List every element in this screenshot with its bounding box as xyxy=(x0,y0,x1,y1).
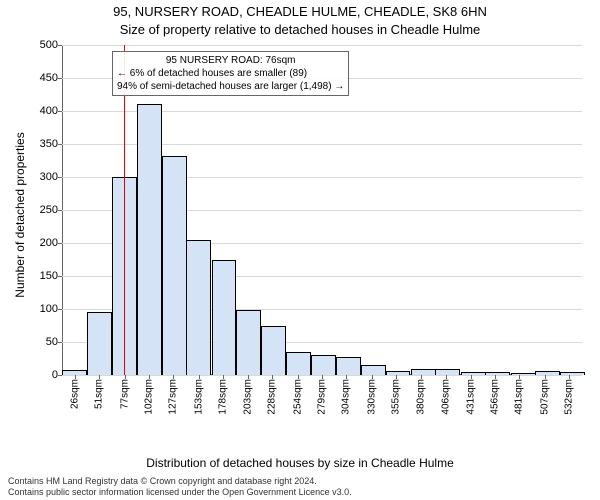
x-tick-label: 254sqm xyxy=(292,379,303,415)
y-tick-label: 350 xyxy=(24,138,58,150)
histogram-bar xyxy=(511,373,536,375)
x-tick-label: 431sqm xyxy=(465,379,476,415)
x-tick-label: 77sqm xyxy=(119,379,130,409)
y-tick-mark xyxy=(58,375,62,376)
annotation-line: 94% of semi-detached houses are larger (… xyxy=(117,80,344,93)
histogram-bar xyxy=(461,372,486,375)
x-tick-label: 355sqm xyxy=(391,379,402,415)
y-tick-mark xyxy=(58,111,62,112)
histogram-bar xyxy=(435,369,460,375)
y-tick-label: 250 xyxy=(24,204,58,216)
x-tick-label: 481sqm xyxy=(514,379,525,415)
annotation-line: ← 6% of detached houses are smaller (89) xyxy=(117,67,344,80)
annotation-box: 95 NURSERY ROAD: 76sqm← 6% of detached h… xyxy=(112,51,349,96)
y-tick-mark xyxy=(58,342,62,343)
x-tick-label: 127sqm xyxy=(168,379,179,415)
x-tick-label: 203sqm xyxy=(242,379,253,415)
histogram-bar xyxy=(411,369,436,375)
page-title-line2: Size of property relative to detached ho… xyxy=(0,22,600,37)
footer-attribution: Contains HM Land Registry data © Crown c… xyxy=(8,476,592,499)
histogram-bar xyxy=(87,312,112,375)
x-tick-label: 304sqm xyxy=(341,379,352,415)
page-title-line1: 95, NURSERY ROAD, CHEADLE HULME, CHEADLE… xyxy=(0,4,600,19)
histogram-bar xyxy=(361,365,386,375)
histogram-bar xyxy=(212,260,237,376)
histogram-bar xyxy=(137,104,162,375)
annotation-line: 95 NURSERY ROAD: 76sqm xyxy=(117,54,344,67)
x-tick-label: 456sqm xyxy=(490,379,501,415)
x-tick-label: 380sqm xyxy=(415,379,426,415)
histogram-bar xyxy=(485,372,510,375)
histogram-plot: 05010015020025030035040045050026sqm51sqm… xyxy=(62,45,582,375)
y-tick-label: 200 xyxy=(24,237,58,249)
histogram-bar xyxy=(535,371,560,375)
footer-line-2: Contains public sector information licen… xyxy=(8,487,592,498)
histogram-bar xyxy=(162,156,187,375)
y-tick-mark xyxy=(58,177,62,178)
x-tick-label: 532sqm xyxy=(564,379,575,415)
x-tick-label: 406sqm xyxy=(441,379,452,415)
histogram-bar xyxy=(236,310,261,375)
y-tick-mark xyxy=(58,45,62,46)
x-tick-label: 178sqm xyxy=(218,379,229,415)
y-tick-mark xyxy=(58,210,62,211)
y-tick-mark xyxy=(58,243,62,244)
histogram-bar xyxy=(186,240,211,375)
y-tick-label: 400 xyxy=(24,105,58,117)
y-tick-mark xyxy=(58,309,62,310)
footer-line-1: Contains HM Land Registry data © Crown c… xyxy=(8,476,592,487)
x-tick-label: 153sqm xyxy=(193,379,204,415)
histogram-bar xyxy=(336,357,361,375)
x-tick-label: 228sqm xyxy=(267,379,278,415)
y-gridline xyxy=(62,45,582,46)
y-tick-mark xyxy=(58,144,62,145)
page: 95, NURSERY ROAD, CHEADLE HULME, CHEADLE… xyxy=(0,0,600,500)
x-tick-label: 51sqm xyxy=(94,379,105,409)
x-tick-label: 507sqm xyxy=(539,379,550,415)
x-tick-label: 26sqm xyxy=(69,379,80,409)
y-tick-label: 0 xyxy=(24,369,58,381)
y-tick-mark xyxy=(58,78,62,79)
y-tick-label: 500 xyxy=(24,39,58,51)
y-tick-label: 150 xyxy=(24,270,58,282)
x-tick-label: 102sqm xyxy=(143,379,154,415)
y-tick-label: 100 xyxy=(24,303,58,315)
histogram-bar xyxy=(311,355,336,375)
y-tick-label: 450 xyxy=(24,72,58,84)
histogram-bar xyxy=(286,352,311,375)
y-tick-label: 300 xyxy=(24,171,58,183)
x-tick-label: 279sqm xyxy=(317,379,328,415)
x-tick-label: 330sqm xyxy=(366,379,377,415)
y-tick-label: 50 xyxy=(24,336,58,348)
x-axis-label: Distribution of detached houses by size … xyxy=(0,456,600,470)
y-tick-mark xyxy=(58,276,62,277)
histogram-bar xyxy=(560,372,585,375)
histogram-bar xyxy=(261,326,286,376)
histogram-bar xyxy=(386,371,411,375)
